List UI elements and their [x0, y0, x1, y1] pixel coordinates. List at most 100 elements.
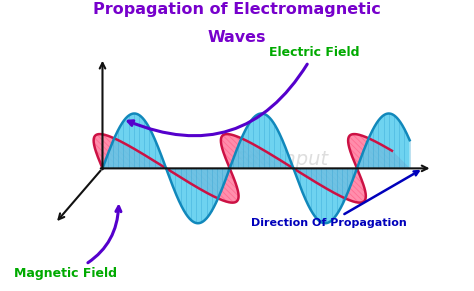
Polygon shape — [228, 168, 231, 172]
Polygon shape — [343, 168, 365, 190]
Polygon shape — [177, 168, 196, 187]
Polygon shape — [352, 157, 364, 168]
Polygon shape — [202, 168, 236, 202]
Polygon shape — [191, 168, 224, 201]
Polygon shape — [348, 142, 374, 168]
Polygon shape — [380, 144, 405, 168]
Polygon shape — [114, 138, 145, 168]
Polygon shape — [221, 138, 252, 168]
Polygon shape — [314, 168, 345, 198]
Polygon shape — [348, 168, 363, 184]
Polygon shape — [233, 135, 267, 168]
Polygon shape — [226, 134, 260, 168]
Polygon shape — [230, 134, 264, 168]
Polygon shape — [383, 146, 407, 168]
Polygon shape — [221, 140, 249, 168]
Polygon shape — [346, 168, 364, 186]
Polygon shape — [296, 168, 301, 173]
Polygon shape — [122, 142, 149, 168]
Polygon shape — [352, 155, 365, 168]
Polygon shape — [329, 168, 363, 202]
Polygon shape — [182, 168, 209, 194]
Polygon shape — [267, 152, 284, 168]
Polygon shape — [306, 168, 326, 188]
Polygon shape — [195, 168, 230, 203]
Polygon shape — [350, 150, 369, 168]
Polygon shape — [305, 168, 325, 188]
Polygon shape — [251, 143, 277, 168]
Polygon shape — [342, 168, 365, 192]
Polygon shape — [296, 168, 302, 174]
Polygon shape — [323, 168, 358, 203]
Polygon shape — [246, 141, 275, 168]
Polygon shape — [341, 168, 365, 193]
Polygon shape — [349, 145, 372, 168]
Polygon shape — [355, 162, 360, 168]
Polygon shape — [182, 168, 207, 193]
Polygon shape — [222, 147, 243, 168]
Polygon shape — [363, 136, 396, 168]
Text: input: input — [278, 150, 328, 169]
Polygon shape — [352, 134, 387, 168]
Polygon shape — [356, 165, 359, 168]
Polygon shape — [200, 168, 235, 203]
Polygon shape — [340, 168, 366, 194]
Polygon shape — [344, 168, 365, 189]
Polygon shape — [222, 148, 242, 168]
Polygon shape — [310, 168, 335, 194]
Polygon shape — [98, 157, 109, 168]
Polygon shape — [94, 141, 121, 168]
Polygon shape — [96, 151, 113, 168]
Polygon shape — [373, 140, 401, 168]
Polygon shape — [189, 168, 220, 199]
Polygon shape — [324, 168, 359, 203]
Polygon shape — [215, 168, 238, 191]
Polygon shape — [200, 168, 235, 203]
Polygon shape — [186, 168, 216, 197]
Polygon shape — [150, 158, 161, 168]
Polygon shape — [221, 138, 252, 168]
Polygon shape — [221, 141, 248, 168]
Polygon shape — [207, 168, 238, 199]
Polygon shape — [372, 140, 401, 168]
Polygon shape — [356, 168, 357, 169]
Polygon shape — [232, 135, 266, 168]
Polygon shape — [163, 166, 165, 168]
Polygon shape — [94, 140, 122, 168]
Polygon shape — [157, 163, 163, 168]
Polygon shape — [162, 166, 165, 168]
Polygon shape — [355, 134, 390, 168]
Polygon shape — [94, 144, 119, 168]
Polygon shape — [177, 168, 195, 186]
Polygon shape — [228, 164, 233, 168]
Polygon shape — [315, 168, 346, 199]
Polygon shape — [354, 134, 389, 168]
Polygon shape — [348, 137, 380, 168]
Polygon shape — [100, 162, 106, 168]
Polygon shape — [319, 168, 354, 202]
Polygon shape — [95, 148, 115, 168]
Polygon shape — [311, 168, 338, 195]
Polygon shape — [294, 168, 297, 170]
Polygon shape — [350, 151, 368, 168]
Polygon shape — [350, 168, 362, 180]
Polygon shape — [218, 168, 237, 188]
Polygon shape — [335, 168, 365, 199]
Polygon shape — [353, 134, 388, 168]
Polygon shape — [94, 138, 125, 168]
Polygon shape — [253, 144, 278, 168]
Polygon shape — [156, 162, 163, 168]
Polygon shape — [99, 134, 133, 168]
Polygon shape — [322, 168, 356, 202]
Polygon shape — [105, 135, 139, 168]
Polygon shape — [225, 157, 237, 168]
Polygon shape — [369, 139, 400, 168]
Polygon shape — [131, 147, 153, 168]
Polygon shape — [116, 139, 146, 168]
Polygon shape — [222, 147, 244, 168]
Polygon shape — [94, 143, 119, 168]
Polygon shape — [98, 157, 109, 168]
Polygon shape — [126, 144, 151, 168]
Polygon shape — [170, 168, 178, 176]
Polygon shape — [351, 153, 366, 168]
